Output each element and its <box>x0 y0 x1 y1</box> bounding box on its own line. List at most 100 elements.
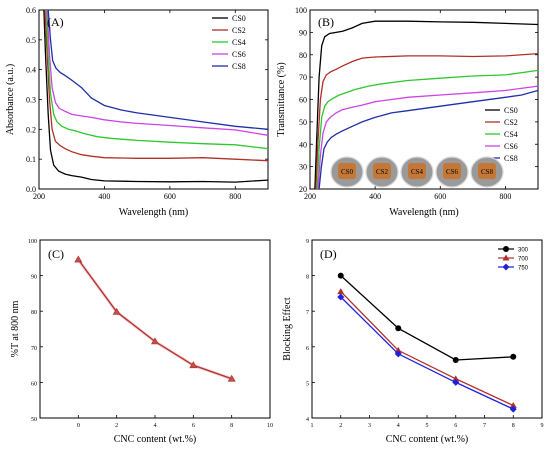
y-tick-label: 30 <box>299 163 307 172</box>
y-tick-label: 9 <box>306 239 309 245</box>
sample-label: CS4 <box>411 168 424 176</box>
y-tick-label: 5 <box>306 381 309 387</box>
y-tick-label: 6 <box>306 346 309 352</box>
x-tick-label: 9 <box>541 423 544 429</box>
legend-label-cs8: CS8 <box>504 154 518 163</box>
series-line-cs8 <box>47 10 268 130</box>
x-tick-label: 600 <box>164 192 176 201</box>
y-tick-label: 0.2 <box>26 125 36 134</box>
y-tick-label: 50 <box>31 417 37 423</box>
panel-label: (A) <box>47 15 64 29</box>
legend-label-700: 700 <box>518 257 529 263</box>
y-axis-title: Blocking Effect <box>282 297 293 361</box>
y-tick-label: 60 <box>299 96 307 105</box>
panel-label: (B) <box>318 15 334 29</box>
series-line-cs8 <box>318 89 538 189</box>
panel-c-chart: 50 60 70 80 90 100 0 2 4 6 8 10 CNC content (wt.%) %T… <box>10 239 273 445</box>
sample-label: CS2 <box>376 168 389 176</box>
y-tick-label: 0.6 <box>26 6 36 15</box>
y-tick-label: 100 <box>295 6 307 15</box>
x-axis-title: CNC content (wt.%) <box>386 434 469 445</box>
y-tick-label: 0.3 <box>26 96 36 105</box>
data-point-triangle <box>502 254 510 261</box>
sample-label: CS6 <box>446 168 459 176</box>
y-tick-label: 90 <box>299 28 307 37</box>
legend-label-cs8: CS8 <box>232 62 246 71</box>
x-tick-label: 400 <box>369 192 381 201</box>
y-tick-label: 70 <box>31 346 37 352</box>
series-line-750 <box>340 296 514 410</box>
data-point-triangle <box>452 375 460 382</box>
data-point-diamond <box>394 350 402 358</box>
y-tick-label: 0.4 <box>26 66 36 75</box>
panel-a-chart: 0.0 0.1 0.2 0.3 0.4 0.5 0.6 200 400 600 800 Wavelen… <box>5 6 269 218</box>
x-tick-label: 400 <box>98 192 110 201</box>
data-point <box>189 361 198 369</box>
data-point-circle <box>395 325 402 332</box>
x-tick-label: 6 <box>454 423 457 429</box>
panel-b-chart: 20 30 40 50 60 70 80 90 100 200 400 600 800 Wavelengt… <box>276 6 539 218</box>
sample-film <box>338 163 356 179</box>
series-line-cs2 <box>44 10 268 162</box>
series-line-cs6 <box>317 85 538 189</box>
data-point <box>150 337 160 345</box>
x-tick-label: 10 <box>267 423 273 429</box>
plot-frame <box>39 239 271 419</box>
x-tick-label: 2 <box>339 423 342 429</box>
x-tick-label: 0 <box>77 423 80 429</box>
x-tick-label: 200 <box>33 192 45 201</box>
x-tick-label: 1 <box>311 423 314 429</box>
panel-d-chart: 4 5 6 7 8 9 1 2 3 4 5 6 7 8 9 CNC content (wt.%) Blockin… <box>282 239 544 445</box>
y-tick-label: 7 <box>306 310 309 316</box>
panel-label: (D) <box>320 247 337 261</box>
y-tick-label: 0.0 <box>26 185 36 194</box>
y-tick-label: 60 <box>31 381 37 387</box>
y-tick-label: 80 <box>31 310 37 316</box>
legend-label-cs2: CS2 <box>504 118 518 127</box>
sample-film <box>443 163 461 179</box>
x-tick-label: 800 <box>229 192 241 201</box>
series-shadow <box>77 258 233 381</box>
series-line-cs0 <box>43 10 268 183</box>
legend-label-cs6: CS6 <box>504 142 518 151</box>
series-line-cs2 <box>315 52 538 189</box>
y-tick-label: 8 <box>306 275 309 281</box>
y-axis-title: Absorbance (a.u.) <box>5 64 16 135</box>
legend-label-cs0: CS0 <box>504 106 518 115</box>
legend-label-300: 300 <box>518 248 529 254</box>
y-tick-label: 50 <box>299 118 307 127</box>
x-tick-label: 8 <box>512 423 515 429</box>
y-tick-label: 4 <box>306 417 309 423</box>
y-tick-label: 0.5 <box>26 36 36 45</box>
series-line-300 <box>340 275 514 361</box>
x-axis-title: Wavelength (nm) <box>119 207 188 218</box>
data-point-triangle <box>337 288 345 295</box>
data-point-circle <box>452 356 459 363</box>
y-axis-title: Transmittance (%) <box>276 62 287 136</box>
data-point-diamond <box>509 405 517 413</box>
data-point-diamond <box>337 293 345 301</box>
legend-label-cs4: CS4 <box>504 130 518 139</box>
sample-film <box>478 163 496 179</box>
x-axis-title: CNC content (wt.%) <box>114 434 197 445</box>
data-point-circle <box>510 353 517 360</box>
legend-label-cs4: CS4 <box>232 38 246 47</box>
series-line <box>77 259 232 380</box>
series-line-700 <box>340 291 514 407</box>
series-line-cs4 <box>45 10 268 150</box>
y-axis-title: %T at 800 nm <box>10 300 21 357</box>
x-tick-label: 800 <box>499 192 511 201</box>
x-tick-label: 8 <box>230 423 233 429</box>
panel-label: (C) <box>48 247 64 261</box>
x-tick-label: 5 <box>426 423 429 429</box>
data-point <box>112 307 121 315</box>
series-line-cs4 <box>316 69 538 189</box>
series-line-cs0 <box>314 20 538 189</box>
data-point-diamond <box>502 263 510 271</box>
legend-label-cs2: CS2 <box>232 26 246 35</box>
series-line-cs6 <box>46 10 268 136</box>
sample-film <box>373 163 391 179</box>
y-tick-label: 80 <box>299 51 307 60</box>
x-tick-label: 4 <box>154 423 157 429</box>
